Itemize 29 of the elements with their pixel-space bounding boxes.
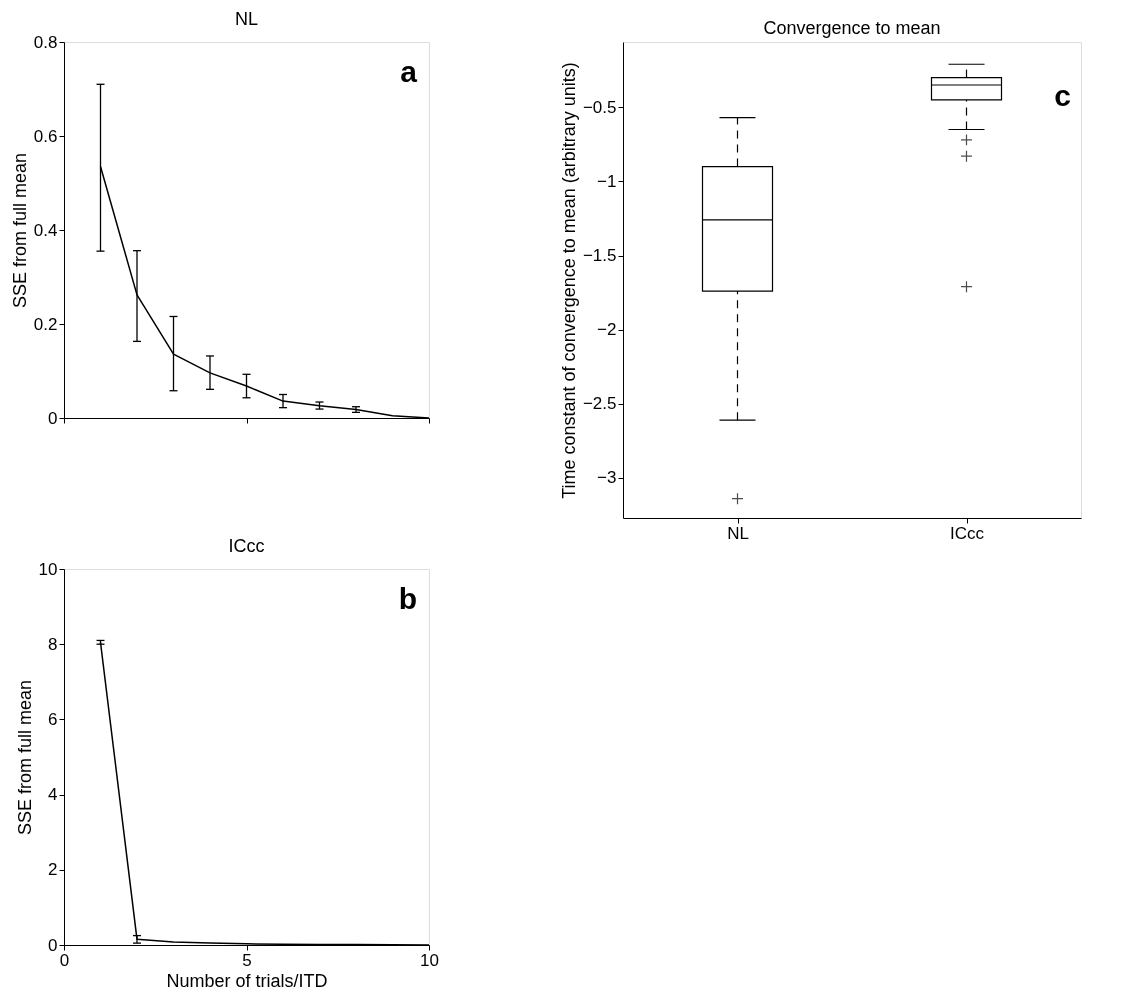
y-axis-title: SSE from full mean — [14, 679, 35, 836]
y-tick-label: −1.5 — [582, 246, 617, 266]
x-tick-label: 5 — [242, 950, 252, 970]
y-axis-title: SSE from full mean — [9, 152, 30, 309]
y-tick-label: 0 — [48, 408, 58, 428]
y-tick-label: 0.2 — [33, 314, 58, 334]
chart-title: NL — [234, 9, 259, 29]
annotation: c — [1054, 79, 1071, 112]
annotation: a — [400, 55, 418, 88]
y-tick-label: 2 — [48, 860, 58, 880]
y-axis-title: Time constant of convergence to mean (arbitrary units) — [558, 62, 579, 499]
y-tick-label: 0.8 — [33, 32, 58, 52]
y-tick-label: −1 — [597, 171, 617, 191]
y-tick-label: −3 — [597, 468, 617, 488]
y-tick-label: 4 — [48, 785, 58, 805]
y-tick-label: 8 — [48, 634, 58, 654]
y-tick-label: −0.5 — [582, 97, 617, 117]
x-axis-title: Number of trials/ITD — [166, 970, 328, 989]
y-tick-label: −2 — [597, 320, 617, 340]
y-tick-label: 10 — [38, 559, 58, 579]
y-tick-label: 6 — [48, 709, 58, 729]
y-tick-label: 0.6 — [33, 126, 58, 146]
annotation: b — [398, 582, 417, 615]
y-tick-label: 0 — [48, 935, 58, 955]
y-tick-label: 0.4 — [33, 220, 58, 240]
chart-title: Convergence to mean — [763, 18, 941, 38]
y-tick-label: −2.5 — [582, 394, 617, 414]
chart-title: ICcc — [228, 536, 265, 556]
x-tick-label: 10 — [420, 950, 439, 970]
